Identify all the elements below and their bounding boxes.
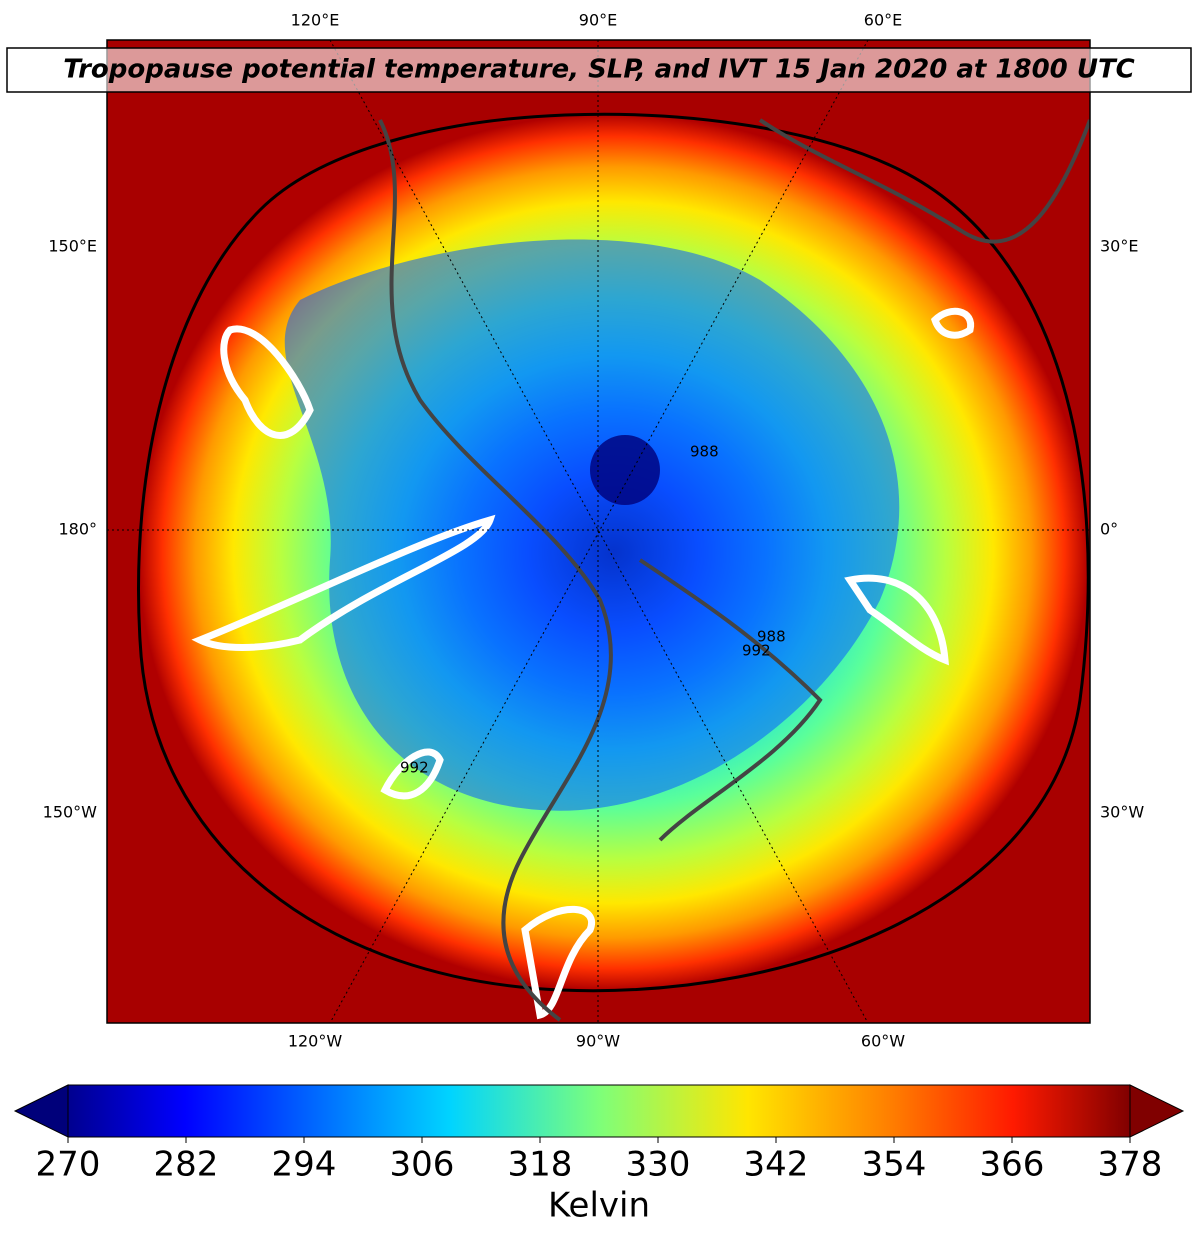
lon-label: 60°W — [861, 1032, 905, 1051]
colorbar-tick-label: 354 — [862, 1145, 927, 1185]
colorbar-tick-label: 306 — [390, 1145, 455, 1185]
low-core — [590, 435, 660, 505]
colorbar-tick-label: 366 — [980, 1145, 1045, 1185]
contour-label: 992 — [400, 759, 429, 777]
colorbar-tick-label: 342 — [744, 1145, 809, 1185]
ivt-contours — [191, 307, 975, 1020]
colorbar-tick-label: 270 — [36, 1145, 101, 1185]
colorbar-tick-label: 294 — [272, 1145, 337, 1185]
colorbar-bar — [67, 1084, 1131, 1138]
colorbar-extend-low — [13, 1084, 69, 1138]
lon-label: 0° — [1100, 520, 1118, 539]
lon-label: 120°W — [288, 1032, 343, 1051]
lon-label: 90°E — [579, 11, 617, 30]
contour-label: 992 — [742, 642, 771, 660]
graticule — [107, 40, 1090, 1023]
lon-label: 150°E — [48, 237, 97, 256]
lon-label: 180° — [58, 520, 97, 539]
coastlines — [378, 118, 1090, 1022]
colorbar-tick-label: 282 — [154, 1145, 219, 1185]
title: Tropopause potential temperature, SLP, a… — [63, 55, 1135, 85]
title-box — [6, 47, 1192, 93]
map-frame — [106, 39, 1091, 1024]
lon-label: 30°E — [1100, 237, 1138, 256]
contour-label: 988 — [690, 443, 719, 461]
colorbar-tick-label: 318 — [508, 1145, 573, 1185]
lon-label: 30°W — [1100, 803, 1144, 822]
lon-label: 120°E — [291, 11, 340, 30]
colorbar: Kelvin 270 282 294 306 318 330 342 354 366 378 — [13, 1084, 1185, 1226]
lon-label: 150°W — [43, 803, 98, 822]
colorbar-tick-label: 378 — [1098, 1145, 1163, 1185]
lon-label: 60°E — [864, 11, 902, 30]
map — [107, 40, 1090, 1023]
colorbar-extend-high — [1129, 1084, 1185, 1138]
cold-pool — [284, 239, 900, 811]
contour-label: 988 — [757, 628, 786, 646]
lon-label: 90°W — [576, 1032, 620, 1051]
colorbar-label: Kelvin — [548, 1186, 650, 1226]
colorbar-tick-label: 330 — [626, 1145, 691, 1185]
